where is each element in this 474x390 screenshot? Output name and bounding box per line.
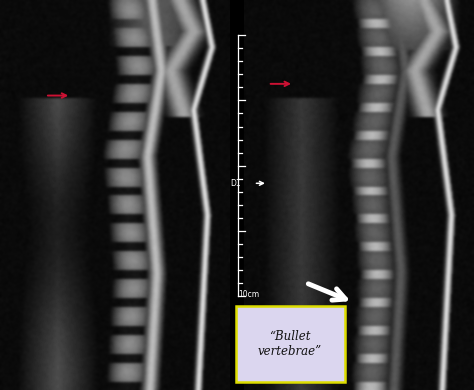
Text: 10cm: 10cm — [238, 290, 259, 299]
FancyBboxPatch shape — [236, 306, 345, 382]
Text: D1: D1 — [230, 179, 241, 188]
Text: “Bullet
vertebrae”: “Bullet vertebrae” — [258, 330, 322, 358]
